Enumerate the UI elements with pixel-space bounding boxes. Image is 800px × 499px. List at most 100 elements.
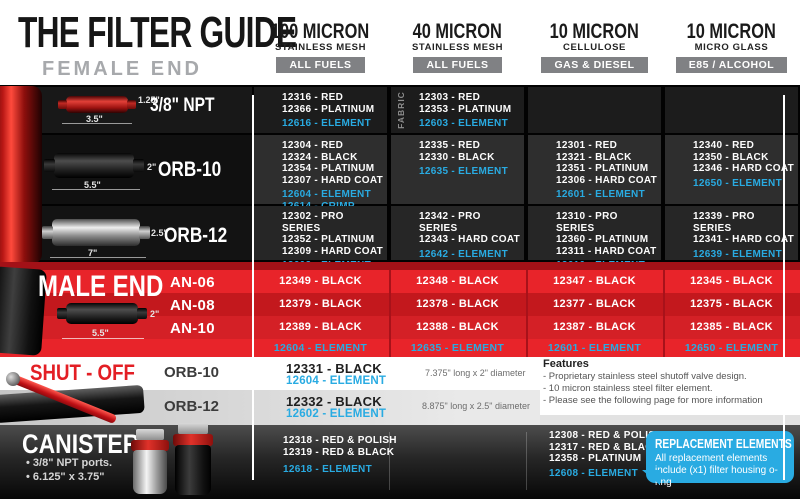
male-end-section bbox=[0, 262, 800, 357]
filter-cell: 12308 - RED & POLISH 12317 - RED & BLACK 1… bbox=[549, 430, 663, 479]
fuel-badge: ALL FUELS bbox=[413, 57, 502, 73]
element-cell: 12602 - ELEMENT bbox=[286, 408, 387, 420]
filter-cell: 12335 - RED 12330 - BLACK 12635 - ELEMENT bbox=[391, 135, 524, 204]
canister-specs: • 3/8" NPT ports. • 6.125" x 3.75" bbox=[26, 457, 113, 483]
dim-line bbox=[62, 123, 132, 124]
dim-height-label: 1.25" bbox=[138, 95, 160, 105]
element-cell: 12604 - ELEMENT bbox=[286, 375, 387, 387]
vertical-divider bbox=[252, 95, 254, 480]
page-title: THE FILTER GUIDE bbox=[18, 8, 297, 57]
part-cell: 12388 - BLACK bbox=[416, 321, 499, 333]
part-cell: 12349 - BLACK bbox=[279, 275, 362, 287]
column-divider bbox=[389, 270, 391, 357]
callout-title: REPLACEMENT ELEMENTS bbox=[655, 437, 792, 451]
part-cell: 12347 - BLACK bbox=[553, 275, 636, 287]
dim-height-label: 2.5" bbox=[151, 228, 168, 238]
column-header-10-micron-cellulose: 10 MICRON CELLULOSE GAS & DIESEL bbox=[526, 21, 663, 73]
part-cell: 12348 - BLACK bbox=[416, 275, 499, 287]
row-label-npt: 3/8" NPT bbox=[150, 95, 215, 116]
black-filter-image bbox=[57, 308, 67, 319]
shut-off-title: SHUT - OFF bbox=[30, 360, 135, 385]
canister-bracket-image bbox=[178, 423, 208, 434]
dimension-note: 8.875" long x 2.5" diameter bbox=[422, 401, 530, 411]
dim-length-label: 5.5" bbox=[84, 180, 101, 190]
column-subtitle: STAINLESS MESH bbox=[411, 42, 504, 53]
column-subtitle: CELLULOSE bbox=[563, 42, 626, 53]
red-filter-image bbox=[66, 96, 128, 113]
row-label-orb12: ORB-12 bbox=[164, 398, 220, 415]
chrome-filter-image bbox=[52, 219, 140, 246]
part-cell: 12345 - BLACK bbox=[690, 275, 773, 287]
fabric-note: FABRIC bbox=[396, 91, 406, 129]
element-cell: 12650 - ELEMENT bbox=[684, 342, 779, 354]
part-cell: 12387 - BLACK bbox=[553, 321, 636, 333]
part-cell: 12375 - BLACK bbox=[690, 298, 773, 310]
gray-strip bbox=[540, 415, 800, 425]
part-cell: 12332 - BLACK bbox=[286, 394, 382, 409]
filter-cell-empty bbox=[528, 87, 661, 133]
replacement-elements-callout: REPLACEMENT ELEMENTS All replacement ele… bbox=[646, 431, 794, 488]
dim-length-label: 5.5" bbox=[92, 328, 109, 338]
table-row-npt: 12316 - RED 12366 - PLATINUM 12616 - ELEM… bbox=[0, 87, 800, 133]
vertical-divider bbox=[783, 95, 785, 480]
column-divider bbox=[526, 270, 528, 357]
element-cell: 12601 - ELEMENT bbox=[547, 342, 642, 354]
fuel-badge: GAS & DIESEL bbox=[541, 57, 648, 73]
part-cell: 12379 - BLACK bbox=[279, 298, 362, 310]
page-subtitle: FEMALE END bbox=[42, 58, 202, 80]
red-filter-image bbox=[127, 100, 136, 109]
part-cell: 12378 - BLACK bbox=[416, 298, 499, 310]
row-band-an10 bbox=[0, 316, 800, 339]
column-header-100-micron: 100 MICRON STAINLESS MESH ALL FUELS bbox=[252, 20, 389, 73]
canister-cap-image bbox=[131, 440, 169, 451]
filter-cell: 12339 - PRO SERIES 12341 - HARD COAT 1263… bbox=[665, 206, 798, 260]
row-band-elements bbox=[0, 339, 800, 357]
canister-bracket-image bbox=[136, 429, 164, 440]
column-divider bbox=[389, 432, 390, 490]
column-divider bbox=[526, 432, 527, 490]
fuel-badge: ALL FUELS bbox=[276, 57, 365, 73]
filter-cell-empty bbox=[665, 87, 798, 133]
dim-height-label: 2" bbox=[150, 309, 160, 319]
chrome-filter-image bbox=[139, 226, 150, 239]
canister-title: CANISTER bbox=[22, 429, 140, 459]
shutoff-valve-hinge-image bbox=[6, 372, 20, 386]
black-filter-image bbox=[133, 159, 144, 172]
row-label-an06: AN-06 bbox=[170, 274, 215, 291]
part-cell: 12331 - BLACK bbox=[286, 361, 382, 376]
row-label-orb10: ORB-10 bbox=[164, 364, 220, 381]
row-label-orb10: ORB-10 bbox=[158, 158, 222, 181]
dim-length-label: 3.5" bbox=[86, 114, 103, 124]
filter-cell: 12316 - RED 12366 - PLATINUM 12616 - ELEM… bbox=[254, 87, 387, 133]
callout-body: All replacement elements include (x1) fi… bbox=[655, 453, 778, 488]
black-filter-image bbox=[54, 153, 134, 178]
row-band-an06 bbox=[0, 270, 800, 293]
dim-line bbox=[50, 257, 146, 258]
fuel-badge: E85 / ALCOHOL bbox=[675, 57, 788, 73]
part-cell: 12389 - BLACK bbox=[279, 321, 362, 333]
canister-polish-image bbox=[133, 450, 167, 494]
column-title: 100 MICRON bbox=[271, 20, 370, 43]
column-subtitle: STAINLESS MESH bbox=[274, 42, 367, 53]
row-band-an08 bbox=[0, 293, 800, 316]
features-heading: Features bbox=[543, 358, 589, 370]
callout-tail bbox=[642, 470, 660, 485]
dim-line bbox=[62, 338, 144, 339]
fuel-filter-bottle-image bbox=[0, 86, 42, 264]
filter-cell: 12342 - PRO SERIES 12343 - HARD COAT 1264… bbox=[391, 206, 524, 260]
element-cell: 12604 - ELEMENT bbox=[273, 342, 368, 354]
dim-length-label: 7" bbox=[88, 248, 98, 258]
part-cell: 12385 - BLACK bbox=[690, 321, 773, 333]
black-filter-image bbox=[44, 159, 55, 172]
filter-cell: 12301 - RED 12321 - BLACK 12351 - PLATINUM… bbox=[528, 135, 661, 204]
male-end-title: MALE END bbox=[38, 270, 164, 303]
dim-line bbox=[52, 189, 140, 190]
section-top-strip bbox=[0, 262, 800, 270]
black-filter-image bbox=[137, 308, 147, 319]
part-cell: 12377 - BLACK bbox=[553, 298, 636, 310]
filter-cell: 12310 - PRO SERIES 12360 - PLATINUM 12311 … bbox=[528, 206, 661, 271]
column-header-10-micron-glass: 10 MICRON MICRO GLASS E85 / ALCOHOL bbox=[663, 21, 800, 73]
column-subtitle: MICRO GLASS bbox=[694, 42, 769, 53]
row-label-an10: AN-10 bbox=[170, 320, 215, 337]
